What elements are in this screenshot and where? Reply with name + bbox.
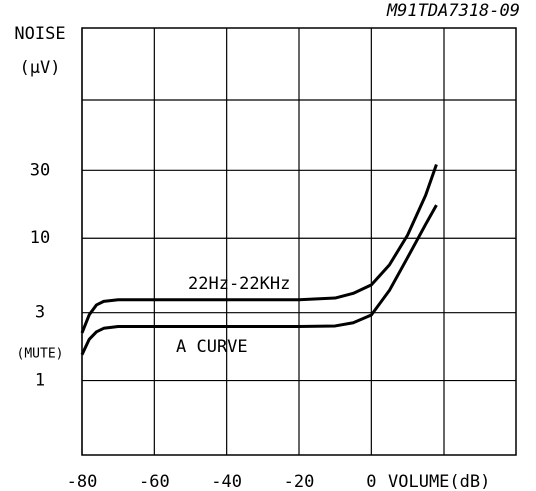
x-tick-label: 0	[366, 472, 376, 491]
x-tick-label: -20	[284, 472, 315, 491]
mute-label: (MUTE)	[17, 347, 64, 362]
line-series	[80, 204, 438, 356]
y-tick-label: 3	[35, 303, 45, 323]
x-tick-label: -60	[139, 472, 170, 491]
code: M91TDA7318-09	[386, 1, 520, 21]
x-tick-label: -80	[67, 472, 98, 491]
y-tick-label: 10	[30, 228, 50, 248]
x-title: VOLUME(dB)	[388, 472, 490, 491]
series-label: A CURVE	[176, 337, 248, 357]
y-title: NOISE	[14, 24, 65, 44]
x-tick-label: -40	[211, 472, 242, 491]
series-label: 22Hz-22KHz	[188, 274, 290, 294]
line-series	[80, 163, 438, 334]
y-tick-label: 1	[35, 371, 45, 391]
y-unit: (µV)	[20, 58, 61, 78]
y-tick-label: 30	[30, 160, 50, 180]
